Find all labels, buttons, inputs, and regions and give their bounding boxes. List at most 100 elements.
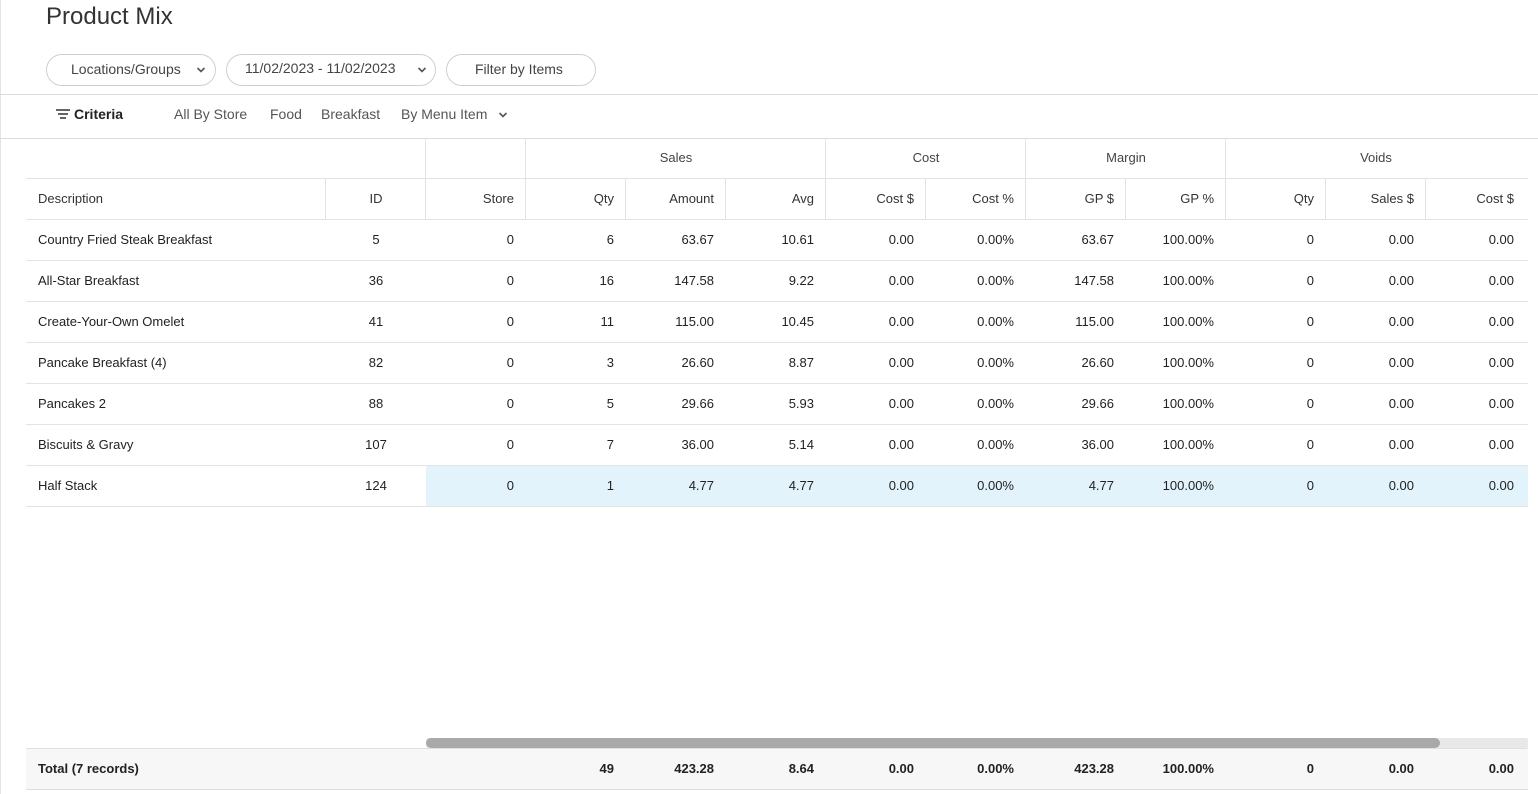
col-voids-qty-cell: 0 <box>1306 437 1314 452</box>
col-sales-avg-header[interactable]: Avg <box>791 191 814 206</box>
chevron-down-icon <box>196 67 206 73</box>
col-cost-dollar-cell: 0.00 <box>888 232 914 247</box>
group-header-row: Sales Cost Margin Voids <box>26 138 1528 179</box>
criteria-label: Criteria <box>74 106 124 122</box>
filter-by-items-button[interactable]: Filter by Items <box>446 54 596 86</box>
col-sales-qty-cell: 3 <box>606 355 614 370</box>
col-voids-sales-cell: 0.00 <box>1388 437 1414 452</box>
col-sales-avg-cell: 8.87 <box>788 355 814 370</box>
col-id-header[interactable]: ID <box>369 191 383 206</box>
divider <box>0 94 1538 95</box>
criteria-by-menu-item[interactable]: By Menu Item <box>401 106 488 122</box>
col-sales-avg-cell: 10.61 <box>781 232 814 247</box>
col-sales-qty-cell: 7 <box>606 437 614 452</box>
col-sales-qty-cell: 11 <box>600 314 615 329</box>
col-cost-dollar-cell: 0.00 <box>888 396 914 411</box>
table-row[interactable]: Half Stack 124 0 1 4.77 4.77 0.00 0.00% 4.77 100.… <box>26 466 1528 507</box>
col-voids-sales-cell: 0.00 <box>1388 273 1414 288</box>
col-sales-amount-total: 423.28 <box>674 761 714 776</box>
left-border <box>0 0 1 794</box>
chevron-down-icon[interactable] <box>498 110 508 120</box>
criteria-button[interactable]: Criteria <box>56 106 123 122</box>
col-gp-percent-header[interactable]: GP % <box>1180 191 1214 206</box>
col-cost-percent-cell: 0.00% <box>977 232 1014 247</box>
col-voids-cost-cell: 0.00 <box>1488 314 1514 329</box>
col-voids-sales-header[interactable]: Sales $ <box>1370 191 1414 206</box>
col-cost-percent-cell: 0.00% <box>977 437 1014 452</box>
criteria-bar: Criteria All By Store Food Breakfast By … <box>0 95 1538 138</box>
col-sales-qty-cell: 1 <box>606 478 614 493</box>
table-row[interactable]: Country Fried Steak Breakfast 5 0 6 63.67 10.… <box>26 220 1528 261</box>
col-cost-percent-cell: 0.00% <box>977 273 1014 288</box>
col-store-cell: 0 <box>506 355 514 370</box>
col-gp-percent-cell: 100.00% <box>1162 314 1214 329</box>
col-id-cell: 36 <box>368 273 384 288</box>
column-divider <box>425 179 426 220</box>
col-id-cell: 124 <box>365 478 387 493</box>
table-row[interactable]: Biscuits & Gravy 107 0 7 36.00 5.14 0.00 0.00% 3… <box>26 425 1528 466</box>
group-sales: Sales <box>659 150 693 165</box>
col-gp-percent-total: 100.00% <box>1162 761 1214 776</box>
col-sales-qty-cell: 6 <box>606 232 614 247</box>
table-row[interactable]: All-Star Breakfast 36 0 16 147.58 9.22 0.00 0.0… <box>26 261 1528 302</box>
table-row[interactable]: Pancake Breakfast (4) 82 0 3 26.60 8.87 0.00 0.… <box>26 343 1528 384</box>
col-id-cell: 88 <box>368 396 384 411</box>
col-voids-qty-header[interactable]: Qty <box>1293 191 1314 206</box>
group-cost: Cost <box>912 150 940 165</box>
col-voids-qty-cell: 0 <box>1306 396 1314 411</box>
total-label: Total (7 records) <box>38 761 139 776</box>
col-gp-dollar-header[interactable]: GP $ <box>1084 191 1114 206</box>
column-divider <box>1225 179 1226 220</box>
col-voids-qty-cell: 0 <box>1306 232 1314 247</box>
col-id-total <box>326 749 426 789</box>
table-row[interactable]: Create-Your-Own Omelet 41 0 11 115.00 10.45 0.… <box>26 302 1528 343</box>
col-description-header[interactable]: Description <box>38 191 104 206</box>
col-store-cell: 0 <box>506 396 514 411</box>
col-store-header[interactable]: Store <box>482 191 514 206</box>
column-divider <box>525 179 526 220</box>
column-divider <box>1325 179 1326 220</box>
col-store-cell: 0 <box>506 314 514 329</box>
locations-groups-label: Locations/Groups <box>71 61 181 77</box>
criteria-breakfast[interactable]: Breakfast <box>321 106 381 122</box>
col-voids-sales-cell: 0.00 <box>1388 232 1414 247</box>
col-voids-sales-cell: 0.00 <box>1388 396 1414 411</box>
col-voids-cost-header[interactable]: Cost $ <box>1476 191 1514 206</box>
col-gp-percent-cell: 100.00% <box>1162 355 1214 370</box>
locations-groups-dropdown[interactable]: Locations/Groups <box>46 54 216 86</box>
col-id-cell: 5 <box>372 232 380 247</box>
col-description-cell: Create-Your-Own Omelet <box>38 314 185 329</box>
col-voids-sales-cell: 0.00 <box>1388 314 1414 329</box>
col-sales-avg-total: 8.64 <box>788 761 814 776</box>
horizontal-scrollbar-thumb[interactable] <box>426 738 1440 748</box>
col-gp-dollar-cell: 26.60 <box>1081 355 1114 370</box>
date-range-dropdown[interactable]: 11/02/2023 - 11/02/2023 <box>226 54 436 86</box>
col-sales-qty-header[interactable]: Qty <box>593 191 614 206</box>
column-divider <box>1425 179 1426 220</box>
total-row: Total (7 records) 49 423.28 8.64 0.00 0.00% 42… <box>26 748 1528 790</box>
criteria-food[interactable]: Food <box>270 106 302 122</box>
col-sales-amount-header[interactable]: Amount <box>669 191 714 206</box>
col-cost-dollar-cell: 0.00 <box>888 355 914 370</box>
col-gp-percent-cell: 100.00% <box>1162 232 1214 247</box>
column-divider <box>625 179 626 220</box>
criteria-all-by-store[interactable]: All By Store <box>174 106 248 122</box>
col-cost-percent-header[interactable]: Cost % <box>972 191 1014 206</box>
col-voids-cost-cell: 0.00 <box>1488 273 1514 288</box>
col-sales-avg-cell: 4.77 <box>788 478 814 493</box>
col-cost-dollar-header[interactable]: Cost $ <box>876 191 914 206</box>
col-id-cell: 41 <box>368 314 384 329</box>
column-header-row: Description ID Store Qty Amount Avg Cost $ Cost… <box>26 179 1528 220</box>
col-gp-percent-cell: 100.00% <box>1162 273 1214 288</box>
col-sales-amount-cell: 26.60 <box>681 355 714 370</box>
col-voids-qty-cell: 0 <box>1306 314 1314 329</box>
col-description-cell: All-Star Breakfast <box>38 273 140 288</box>
col-gp-dollar-cell: 29.66 <box>1081 396 1114 411</box>
col-sales-amount-cell: 147.58 <box>674 273 714 288</box>
col-sales-amount-cell: 63.67 <box>681 232 714 247</box>
col-sales-amount-cell: 115.00 <box>675 314 714 329</box>
table-row[interactable]: Pancakes 2 88 0 5 29.66 5.93 0.00 0.00% 29.66 100… <box>26 384 1528 425</box>
col-description-cell: Biscuits & Gravy <box>38 437 134 452</box>
row-highlight <box>426 466 1528 506</box>
chevron-down-icon <box>417 67 427 73</box>
